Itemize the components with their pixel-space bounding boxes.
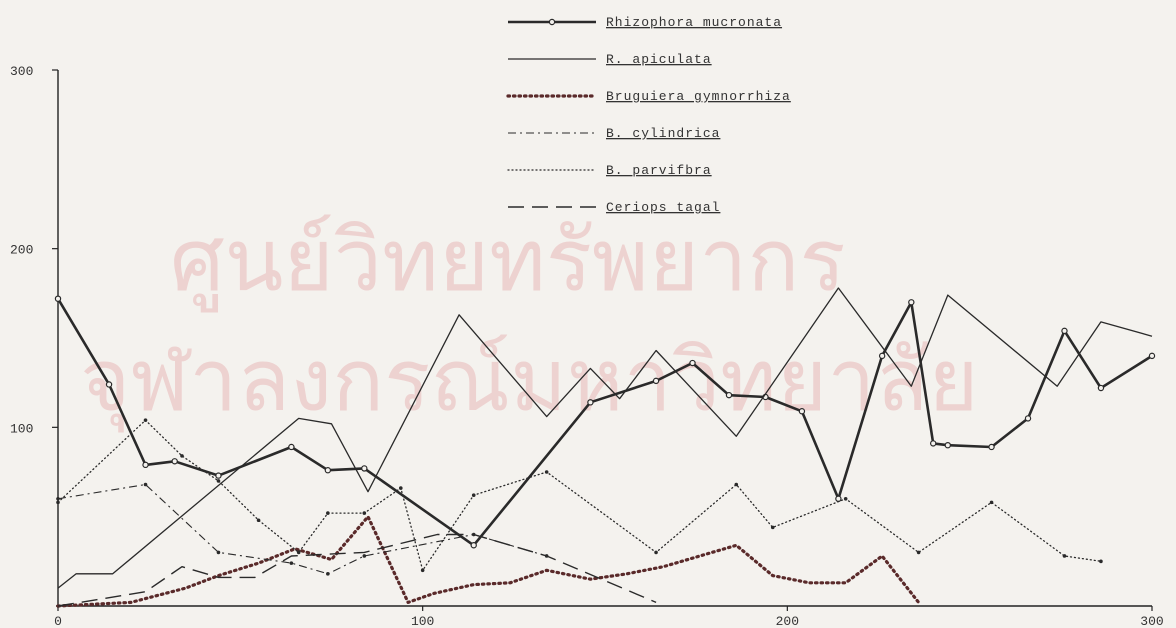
legend-label: R. apiculata [606, 52, 712, 67]
data-point [256, 518, 261, 523]
legend-marker [548, 18, 556, 26]
series-line [57, 419, 1102, 571]
series-0 [54, 295, 1156, 549]
series-line [56, 515, 921, 608]
data-point [544, 470, 549, 474]
data-point [171, 458, 178, 465]
watermark-text: ศูนย์วิทยทรัพยากร [170, 211, 846, 313]
series-layer [54, 287, 1156, 608]
series-1 [57, 287, 1153, 589]
data-point [56, 500, 60, 505]
data-point [216, 479, 221, 483]
data-point [326, 511, 330, 515]
data-point [930, 440, 937, 447]
data-point [1062, 554, 1067, 558]
data-point [798, 408, 806, 415]
data-point [56, 497, 60, 501]
data-point [835, 495, 842, 502]
data-point [420, 568, 425, 573]
data-point [142, 461, 149, 469]
data-point [215, 472, 222, 479]
data-point [143, 482, 148, 487]
y-tick-label: 100 [10, 421, 33, 436]
legend-item: Ceriops tagal [508, 200, 720, 215]
data-point [878, 352, 886, 360]
x-tick-label: 0 [54, 614, 62, 628]
legend-item: Bruguiera gymnorrhiza [506, 89, 791, 104]
data-point [725, 391, 733, 399]
data-point [143, 418, 148, 422]
legend-item: B. cylindrica [508, 126, 720, 141]
legend-label: B. parvifbra [606, 163, 712, 178]
data-point [1099, 559, 1103, 564]
legend-label: Bruguiera gymnorrhiza [606, 89, 791, 104]
data-point [1024, 415, 1032, 422]
data-point [944, 442, 951, 449]
data-point [326, 572, 330, 576]
data-point [989, 500, 994, 505]
legend-item: R. apiculata [508, 52, 712, 67]
x-tick-label: 200 [776, 614, 799, 628]
data-point [1061, 327, 1068, 335]
series-line [57, 483, 547, 575]
data-point [654, 550, 658, 555]
data-point [398, 486, 403, 490]
data-point [1148, 352, 1156, 360]
data-point [470, 542, 477, 549]
legend-item: Rhizophora mucronata [508, 15, 782, 30]
data-point [54, 295, 62, 302]
data-point [1097, 384, 1105, 392]
y-tick-label: 200 [10, 243, 33, 258]
axes: 0 100 200 300 100 200 300 [10, 64, 1164, 628]
data-point [362, 554, 367, 558]
watermark-text: จุฬาลงกรณ์มหาวิทยาลัย [80, 331, 979, 433]
data-point [324, 467, 332, 474]
data-point [843, 497, 848, 501]
x-tick-label: 300 [1140, 614, 1163, 628]
data-point [652, 377, 660, 385]
series-4 [56, 418, 1103, 573]
data-point [362, 511, 367, 515]
x-tick-label: 100 [411, 614, 434, 628]
data-point [288, 443, 295, 451]
legend-label: Rhizophora mucronata [606, 15, 782, 30]
data-point [289, 561, 294, 565]
data-point [105, 381, 113, 388]
data-point [916, 550, 921, 555]
data-point [180, 454, 184, 458]
data-point [734, 482, 739, 487]
data-point [471, 493, 476, 498]
data-point [988, 443, 995, 451]
legend-label: Ceriops tagal [606, 200, 720, 215]
legend-label: B. cylindrica [606, 126, 720, 141]
data-point [216, 550, 221, 555]
data-point [689, 359, 696, 367]
data-point [908, 299, 915, 306]
legend: Rhizophora mucronata R. apiculata Bruguier… [506, 15, 791, 215]
legend-item: B. parvifbra [507, 163, 712, 178]
data-point [770, 525, 775, 530]
data-point [587, 399, 594, 406]
data-point [296, 550, 301, 555]
series-2 [56, 515, 921, 608]
series-5 [57, 533, 657, 607]
series-line [57, 533, 657, 607]
y-tick-label: 300 [10, 64, 33, 79]
series-line [57, 287, 1153, 589]
data-point [361, 465, 368, 472]
